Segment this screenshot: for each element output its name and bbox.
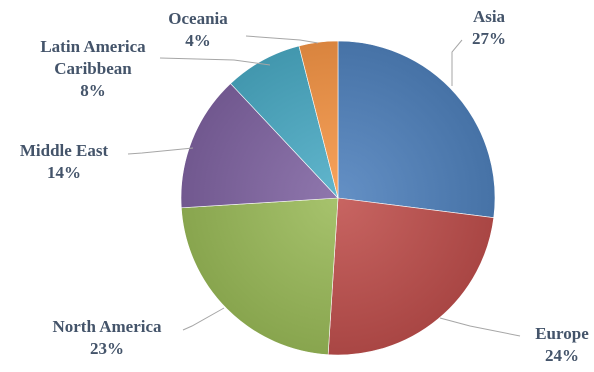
leader-line-middle-east [127, 147, 194, 155]
data-label-middle-east: Middle East 14% [20, 141, 109, 182]
leader-line-north-america [182, 307, 225, 331]
pie-slice-asia [337, 40, 496, 219]
data-label-europe: Europe 24% [535, 324, 589, 365]
slices [180, 40, 496, 356]
data-label-north-america: North America 23% [52, 317, 162, 358]
data-label-latin-america-caribbean: Latin America Caribbean 8% [40, 37, 146, 100]
leader-line-oceania [245, 35, 319, 44]
data-labels: Asia 27% Europe 24% North America 23% Middle E… [20, 7, 589, 365]
leader-line-europe [439, 317, 521, 337]
leader-line-latin-america-caribbean [159, 57, 271, 66]
data-label-asia: Asia 27% [472, 7, 506, 48]
data-label-oceania: Oceania 4% [168, 9, 228, 50]
pie-slice-oceania [298, 40, 339, 199]
pie-slice-europe [327, 197, 495, 356]
leader-line-asia [451, 39, 463, 86]
pie-slice-north-america [180, 197, 339, 356]
leader-lines [127, 35, 521, 337]
pie-slice-middle-east [180, 83, 339, 209]
